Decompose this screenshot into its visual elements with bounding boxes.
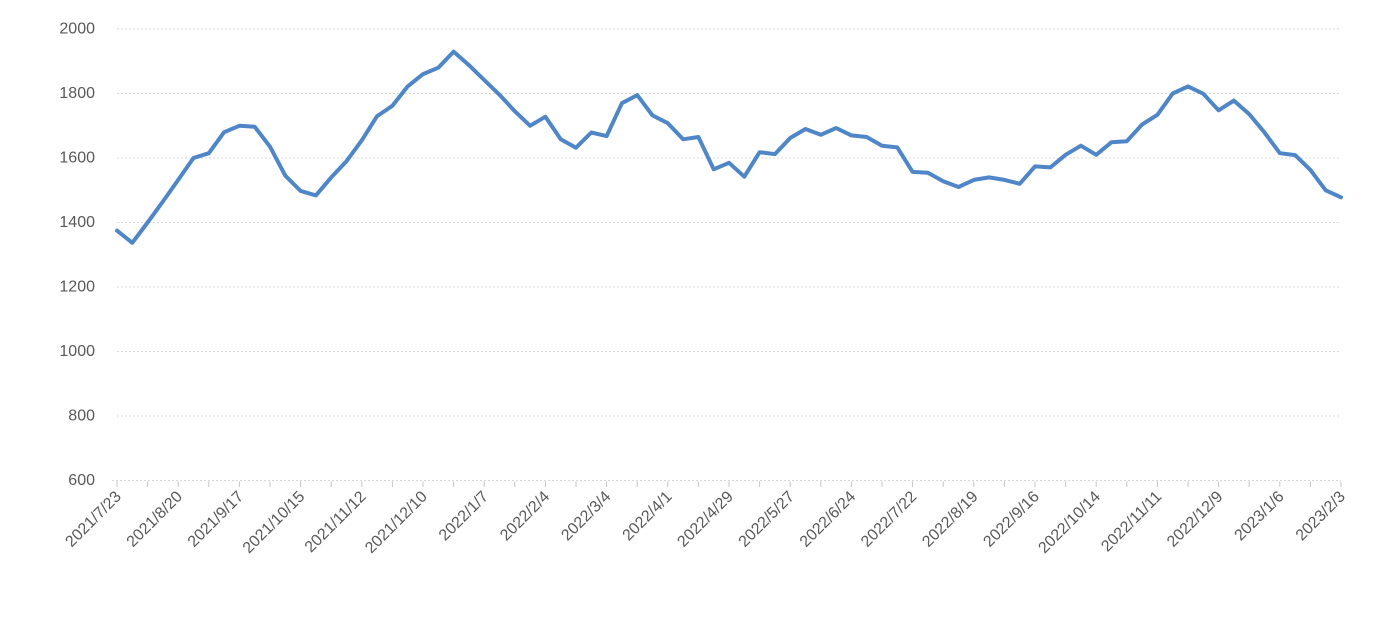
x-axis-tick-label: 2022/7/22 [858,488,920,550]
x-axis-tick-label: 2022/2/4 [497,488,553,544]
x-axis-tick-label: 2021/7/23 [62,488,124,550]
x-axis-tick-label: 2021/12/10 [362,488,431,557]
y-axis-tick-label: 2000 [59,21,95,38]
x-axis-tick-label: 2022/11/11 [1098,488,1165,555]
x-axis-tick-label: 2023/2/3 [1293,488,1349,544]
data-series-line [115,49,1343,245]
y-axis-tick-label: 1800 [59,85,95,102]
x-axis-tick-label: 2022/10/14 [1035,488,1104,557]
x-axis-tick-label: 2022/4/29 [674,488,736,550]
y-axis-tick-label: 1600 [59,150,95,167]
x-axis-tick-label: 2022/1/7 [436,488,492,544]
x-axis-tick-label: 2021/10/15 [240,488,309,557]
y-axis-tick-label: 1200 [59,279,95,296]
x-axis-tick-label: 2022/5/27 [736,488,798,550]
x-axis-tick-label: 2022/8/19 [919,488,981,550]
y-axis-tick-label: 800 [68,408,95,425]
y-axis-tick-label: 600 [68,472,95,489]
x-axis-tick-label: 2022/3/4 [558,488,614,544]
x-axis-tick-label: 2022/6/24 [797,488,859,550]
x-axis-tick-label: 2023/1/6 [1232,488,1288,544]
x-axis-tick-label: 2021/9/17 [185,488,247,550]
series-group [115,49,1343,245]
gridlines-group [117,28,1341,417]
axis-labels-group: 6008001000120014001600180020002021/7/232… [59,21,1348,557]
x-axis-tick-label: 2022/4/1 [620,488,676,544]
x-axis-tick-label: 2022/12/9 [1164,488,1226,550]
x-axis-tick-label: 2021/8/20 [124,488,186,550]
x-axis-tick-label: 2021/11/12 [302,488,370,556]
y-axis-tick-label: 1400 [59,214,95,231]
y-axis-tick-label: 1000 [59,343,95,360]
x-axis-tick-label: 2022/9/16 [980,488,1042,550]
axes-group [112,480,1342,487]
